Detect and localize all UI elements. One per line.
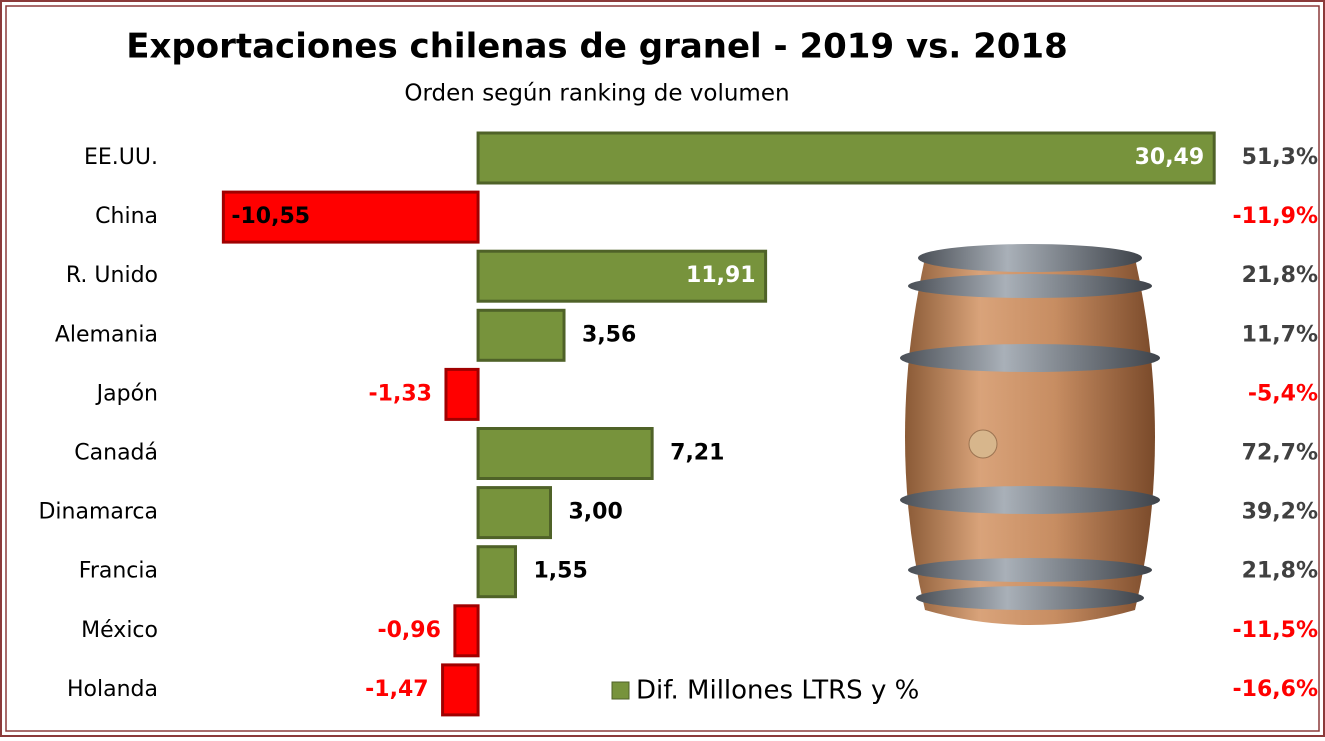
value-label: 1,55 <box>533 559 587 584</box>
category-label: Canadá <box>74 441 158 466</box>
chart-title: Exportaciones chilenas de granel - 2019 … <box>126 27 1068 67</box>
category-label: R. Unido <box>66 263 158 288</box>
bar <box>478 310 564 360</box>
chart-subtitle: Orden según ranking de volumen <box>404 81 789 107</box>
value-label: -1,33 <box>369 381 432 406</box>
bar <box>455 606 478 656</box>
percent-label: 21,8% <box>1242 559 1318 584</box>
percent-label: 21,8% <box>1242 263 1318 288</box>
category-label: Alemania <box>55 322 158 347</box>
percent-label: -11,9% <box>1233 204 1318 229</box>
category-label: Francia <box>79 559 158 584</box>
barrel <box>900 244 1160 625</box>
value-label: -0,96 <box>377 618 440 643</box>
category-label: EE.UU. <box>84 145 158 170</box>
percent-label: -5,4% <box>1248 381 1318 406</box>
value-label: 3,00 <box>569 500 623 525</box>
bar <box>446 369 478 419</box>
category-label: Dinamarca <box>38 500 158 525</box>
chart: Exportaciones chilenas de granel - 2019 … <box>0 0 1325 737</box>
page: Exportaciones chilenas de granel - 2019 … <box>0 0 1325 741</box>
value-label: -10,55 <box>231 204 310 229</box>
bar <box>478 429 652 479</box>
category-label: Holanda <box>67 677 158 702</box>
value-label: -1,47 <box>365 677 428 702</box>
value-label: 11,91 <box>686 263 756 288</box>
value-label: 3,56 <box>582 322 636 347</box>
percent-label: -11,5% <box>1233 618 1318 643</box>
category-label: México <box>81 618 158 643</box>
value-label: 30,49 <box>1135 145 1205 170</box>
bar <box>478 547 515 597</box>
percent-label: 11,7% <box>1242 322 1318 347</box>
category-label: China <box>95 204 158 229</box>
percent-label: 72,7% <box>1242 441 1318 466</box>
percent-label: 51,3% <box>1242 145 1318 170</box>
category-label: Japón <box>95 381 158 406</box>
percent-label: 39,2% <box>1242 500 1318 525</box>
percent-label: -16,6% <box>1233 677 1318 702</box>
bar <box>478 133 1214 183</box>
value-label: 7,21 <box>670 441 724 466</box>
bar <box>443 665 478 715</box>
legend-swatch <box>612 682 629 699</box>
bar <box>478 488 550 538</box>
legend-label: Dif. Millones LTRS y % <box>636 676 919 706</box>
